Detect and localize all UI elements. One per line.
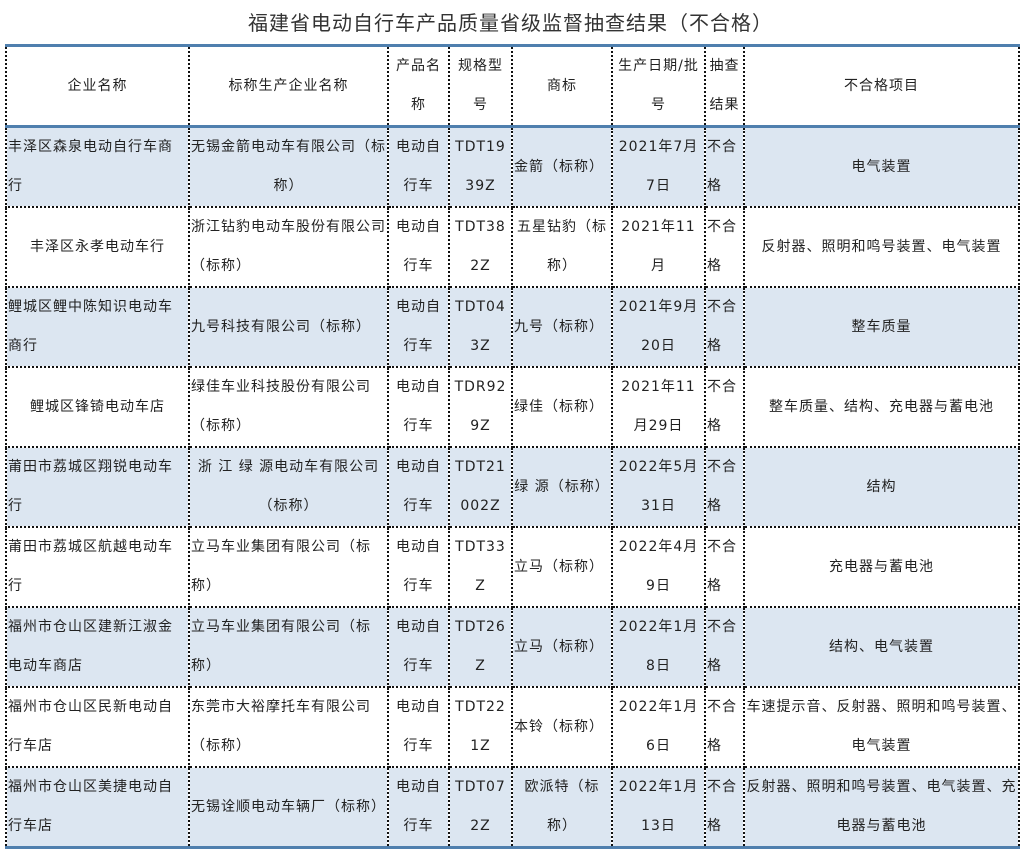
cell-company: 莆田市荔城区翔锐电动车行 — [5, 447, 190, 528]
header-date: 生产日期/批号 — [611, 44, 706, 128]
cell-date: 2022年1月6日 — [611, 687, 706, 768]
cell-date: 2021年11月 — [611, 207, 706, 288]
cell-brand: 欧派特（标称） — [511, 767, 613, 849]
cell-product: 电动自行车 — [387, 207, 450, 288]
cell-result: 不合格 — [704, 767, 745, 849]
cell-result: 不合格 — [704, 607, 745, 688]
cell-result: 不合格 — [704, 687, 745, 768]
cell-result: 不合格 — [704, 447, 745, 528]
cell-date: 2021年9月20日 — [611, 287, 706, 368]
cell-manufacturer: 无锡金箭电动车有限公司（标称） — [188, 126, 389, 208]
cell-company: 丰泽区永孝电动车行 — [5, 207, 190, 288]
cell-product: 电动自行车 — [387, 126, 450, 208]
cell-company: 福州市仓山区建新江淑金电动车商店 — [5, 607, 190, 688]
cell-manufacturer: 绿佳车业科技股份有限公司（标称） — [188, 367, 389, 448]
cell-brand: 本铃（标称） — [511, 687, 613, 768]
cell-failed-items: 充电器与蓄电池 — [743, 527, 1020, 608]
cell-model: TDT33Z — [448, 527, 513, 608]
cell-product: 电动自行车 — [387, 447, 450, 528]
cell-date: 2021年7月7日 — [611, 126, 706, 208]
cell-manufacturer: 浙江钻豹电动车股份有限公司（标称） — [188, 207, 389, 288]
cell-model: TDT382Z — [448, 207, 513, 288]
cell-brand: 立马（标称） — [511, 527, 613, 608]
cell-manufacturer: 东莞市大裕摩托车有限公司（标称） — [188, 687, 389, 768]
cell-result: 不合格 — [704, 207, 745, 288]
table-row: 福州市仓山区建新江淑金电动车商店 立马车业集团有限公司（标称） 电动自行车 TDT26… — [5, 607, 1020, 688]
cell-model: TDR929Z — [448, 367, 513, 448]
cell-failed-items: 结构、电气装置 — [743, 607, 1020, 688]
cell-brand: 九号（标称） — [511, 287, 613, 368]
cell-date: 2022年5月31日 — [611, 447, 706, 528]
cell-date: 2022年1月8日 — [611, 607, 706, 688]
header-product: 产品名称 — [387, 44, 450, 128]
cell-model: TDT1939Z — [448, 126, 513, 208]
table-row: 莆田市荔城区航越电动车行 立马车业集团有限公司（标称） 电动自行车 TDT33Z 立马（… — [5, 527, 1020, 608]
cell-company: 福州市仓山区美捷电动自行车店 — [5, 767, 190, 849]
cell-model: TDT221Z — [448, 687, 513, 768]
header-failed-items: 不合格项目 — [743, 44, 1020, 128]
header-row: 企业名称 标称生产企业名称 产品名称 规格型号 商标 生产日期/批号 抽查结果 … — [5, 44, 1020, 128]
cell-product: 电动自行车 — [387, 767, 450, 849]
page-title: 福建省电动自行车产品质量省级监督抽查结果（不合格） — [248, 11, 773, 35]
cell-result: 不合格 — [704, 126, 745, 208]
cell-product: 电动自行车 — [387, 687, 450, 768]
cell-result: 不合格 — [704, 367, 745, 448]
cell-company: 莆田市荔城区航越电动车行 — [5, 527, 190, 608]
cell-brand: 绿 源（标称） — [511, 447, 613, 528]
results-table: 企业名称 标称生产企业名称 产品名称 规格型号 商标 生产日期/批号 抽查结果 … — [5, 44, 1020, 849]
table-row: 丰泽区森泉电动自行车商行 无锡金箭电动车有限公司（标称） 电动自行车 TDT1939Z… — [5, 126, 1020, 208]
header-brand: 商标 — [511, 44, 613, 128]
cell-date: 2021年11月29日 — [611, 367, 706, 448]
cell-product: 电动自行车 — [387, 607, 450, 688]
cell-date: 2022年1月13日 — [611, 767, 706, 849]
table-row: 丰泽区永孝电动车行 浙江钻豹电动车股份有限公司（标称） 电动自行车 TDT382Z 五星… — [5, 207, 1020, 288]
cell-failed-items: 反射器、照明和鸣号装置、电气装置 — [743, 207, 1020, 288]
table-row: 鲤城区锋锜电动车店 绿佳车业科技股份有限公司（标称） 电动自行车 TDR929Z 绿佳（… — [5, 367, 1020, 448]
cell-product: 电动自行车 — [387, 287, 450, 368]
cell-product: 电动自行车 — [387, 527, 450, 608]
cell-company: 丰泽区森泉电动自行车商行 — [5, 126, 190, 208]
cell-failed-items: 结构 — [743, 447, 1020, 528]
cell-manufacturer: 浙 江 绿 源电动车有限公司（标称） — [188, 447, 389, 528]
table-row: 福州市仓山区民新电动自行车店 东莞市大裕摩托车有限公司（标称） 电动自行车 TDT22… — [5, 687, 1020, 768]
table-row: 鲤城区鲤中陈知识电动车商行 九号科技有限公司（标称） 电动自行车 TDT043Z 九号（… — [5, 287, 1020, 368]
cell-manufacturer: 无锡诠顺电动车辆厂（标称） — [188, 767, 389, 849]
cell-model: TDT26Z — [448, 607, 513, 688]
cell-model: TDT21002Z — [448, 447, 513, 528]
cell-date: 2022年4月9日 — [611, 527, 706, 608]
table-row: 福州市仓山区美捷电动自行车店 无锡诠顺电动车辆厂（标称） 电动自行车 TDT072Z 欧… — [5, 767, 1020, 849]
cell-result: 不合格 — [704, 287, 745, 368]
header-model: 规格型号 — [448, 44, 513, 128]
header-manufacturer: 标称生产企业名称 — [188, 44, 389, 128]
cell-failed-items: 电气装置 — [743, 126, 1020, 208]
header-result: 抽查结果 — [704, 44, 745, 128]
cell-brand: 绿佳（标称） — [511, 367, 613, 448]
cell-brand: 立马（标称） — [511, 607, 613, 688]
cell-result: 不合格 — [704, 527, 745, 608]
cell-model: TDT072Z — [448, 767, 513, 849]
cell-failed-items: 整车质量 — [743, 287, 1020, 368]
cell-failed-items: 车速提示音、反射器、照明和鸣号装置、电气装置 — [743, 687, 1020, 768]
cell-company: 鲤城区鲤中陈知识电动车商行 — [5, 287, 190, 368]
cell-brand: 金箭（标称） — [511, 126, 613, 208]
table-row: 莆田市荔城区翔锐电动车行浙 江 绿 源电动车有限公司（标称） 电动自行车 TDT21… — [5, 447, 1020, 528]
cell-product: 电动自行车 — [387, 367, 450, 448]
header-company: 企业名称 — [5, 44, 190, 128]
cell-company: 鲤城区锋锜电动车店 — [5, 367, 190, 448]
cell-model: TDT043Z — [448, 287, 513, 368]
cell-manufacturer: 立马车业集团有限公司（标称） — [188, 607, 389, 688]
cell-manufacturer: 九号科技有限公司（标称） — [188, 287, 389, 368]
cell-brand: 五星钻豹（标称） — [511, 207, 613, 288]
cell-company: 福州市仓山区民新电动自行车店 — [5, 687, 190, 768]
cell-failed-items: 反射器、照明和鸣号装置、电气装置、充电器与蓄电池 — [743, 767, 1020, 849]
cell-manufacturer: 立马车业集团有限公司（标称） — [188, 527, 389, 608]
cell-failed-items: 整车质量、结构、充电器与蓄电池 — [743, 367, 1020, 448]
